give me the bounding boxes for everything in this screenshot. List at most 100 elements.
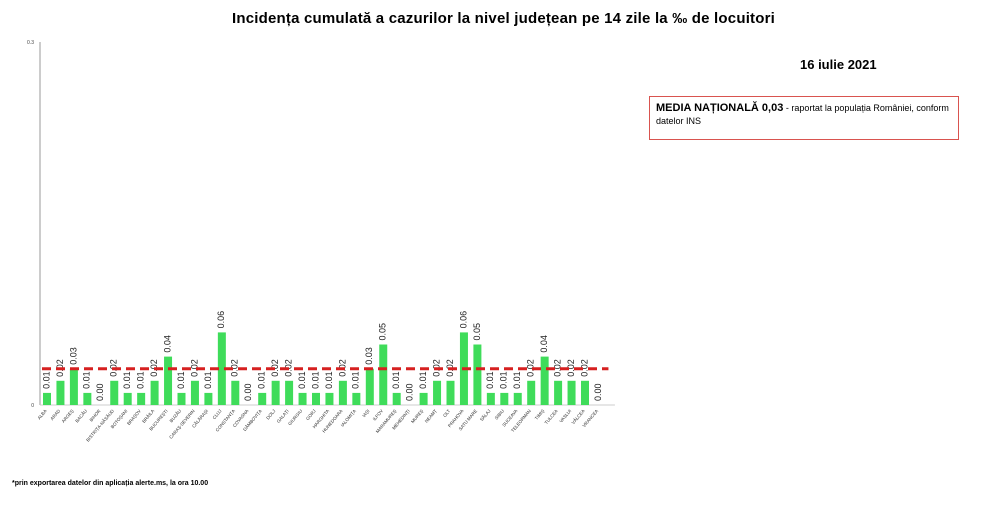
data-label: 0.02 xyxy=(579,359,589,377)
bar xyxy=(271,380,280,405)
national-average-box: MEDIA NAȚIONALĂ 0,03 - raportat la popul… xyxy=(649,96,959,140)
bar xyxy=(338,380,347,405)
y-tick-label: 0 xyxy=(31,403,34,409)
bar xyxy=(473,344,482,405)
data-label: 0.04 xyxy=(539,335,549,353)
category-label: ILFOV xyxy=(372,408,384,421)
data-label: 0.00 xyxy=(95,383,105,401)
bar xyxy=(540,356,549,405)
data-label: 0.01 xyxy=(324,371,334,389)
category-label: DOLJ xyxy=(265,408,276,420)
bar xyxy=(123,392,132,405)
bar xyxy=(56,380,65,405)
bar xyxy=(554,380,563,405)
bar xyxy=(110,380,119,405)
data-label: 0.02 xyxy=(566,359,576,377)
data-label: 0.02 xyxy=(270,359,280,377)
bar xyxy=(365,368,374,405)
national-average-text: - raportat la populația României, confor… xyxy=(656,103,949,126)
data-label: 0.00 xyxy=(405,383,415,401)
bar xyxy=(164,356,173,405)
data-label: 0.01 xyxy=(176,371,186,389)
category-label: BACĂU xyxy=(74,408,89,424)
bar xyxy=(285,380,294,405)
category-label: CLUJ xyxy=(212,408,223,420)
data-label: 0.00 xyxy=(243,383,253,401)
data-label: 0.02 xyxy=(526,359,536,377)
category-label: TIMIȘ xyxy=(534,408,546,420)
data-label: 0.05 xyxy=(472,323,482,341)
bar xyxy=(298,392,307,405)
data-label: 0.01 xyxy=(310,371,320,389)
bar xyxy=(527,380,536,405)
bar xyxy=(69,368,78,405)
data-label: 0.02 xyxy=(230,359,240,377)
bar xyxy=(150,380,159,405)
bar xyxy=(392,392,401,405)
chart-date: 16 iulie 2021 xyxy=(800,57,877,72)
data-label: 0.01 xyxy=(297,371,307,389)
data-label: 0.02 xyxy=(149,359,159,377)
data-label: 0.04 xyxy=(162,335,172,353)
bar xyxy=(567,380,576,405)
category-label: MUREȘ xyxy=(410,408,424,424)
data-label: 0.05 xyxy=(378,323,388,341)
bar xyxy=(43,392,51,405)
data-label: 0.01 xyxy=(351,371,361,389)
bar xyxy=(352,392,361,405)
data-label: 0.01 xyxy=(41,371,51,389)
footnote: *prin exportarea datelor din aplicația a… xyxy=(12,480,209,487)
category-label: GORJ xyxy=(305,408,317,421)
data-label: 0.01 xyxy=(499,371,509,389)
bar xyxy=(446,380,455,405)
bar xyxy=(486,392,495,405)
data-label: 0.02 xyxy=(189,359,199,377)
data-label: 0.01 xyxy=(418,371,428,389)
category-label: SĂLAJ xyxy=(478,408,491,422)
data-label: 0.02 xyxy=(552,359,562,377)
data-label: 0.01 xyxy=(485,371,495,389)
bar xyxy=(137,392,146,405)
bar xyxy=(500,392,509,405)
bar xyxy=(419,392,428,405)
chart-title: Incidența cumulată a cazurilor la nivel … xyxy=(231,10,776,27)
bar xyxy=(379,344,388,405)
data-label: 0.01 xyxy=(82,371,92,389)
data-label: 0.06 xyxy=(216,311,226,329)
data-label: 0.03 xyxy=(68,347,78,365)
category-label: GIURGIU xyxy=(287,408,303,426)
bar xyxy=(83,392,92,405)
bar xyxy=(312,392,320,405)
bar xyxy=(325,392,334,405)
bar xyxy=(204,392,213,405)
data-label: 0.00 xyxy=(593,383,603,401)
bar xyxy=(177,392,186,405)
data-label: 0.01 xyxy=(136,371,146,389)
category-label: NEAMȚ xyxy=(424,408,438,423)
category-label: TULCEA xyxy=(544,408,559,425)
data-label: 0.01 xyxy=(203,371,213,389)
bar xyxy=(190,380,199,405)
category-label: SIBIU xyxy=(494,408,505,420)
category-label: IAȘI xyxy=(361,408,370,418)
category-label: ARGEȘ xyxy=(61,408,75,423)
data-label: 0.06 xyxy=(458,311,468,329)
data-label: 0.01 xyxy=(512,371,522,389)
data-label: 0.01 xyxy=(391,371,401,389)
national-average-head: MEDIA NAȚIONALĂ 0,03 xyxy=(656,102,784,114)
data-label: 0.01 xyxy=(257,371,267,389)
data-label: 0.01 xyxy=(122,371,132,389)
bar xyxy=(258,392,267,405)
bar xyxy=(581,380,589,405)
bar xyxy=(217,332,226,405)
category-label: OLT xyxy=(442,408,451,418)
category-label: BRAȘOV xyxy=(126,408,142,426)
bar xyxy=(231,380,240,405)
y-tick-label: 0.3 xyxy=(27,40,34,46)
bar xyxy=(433,380,442,405)
category-label: ARAD xyxy=(49,408,61,421)
category-label: ALBA xyxy=(37,408,48,420)
data-label: 0.03 xyxy=(364,347,374,365)
bar xyxy=(513,392,522,405)
